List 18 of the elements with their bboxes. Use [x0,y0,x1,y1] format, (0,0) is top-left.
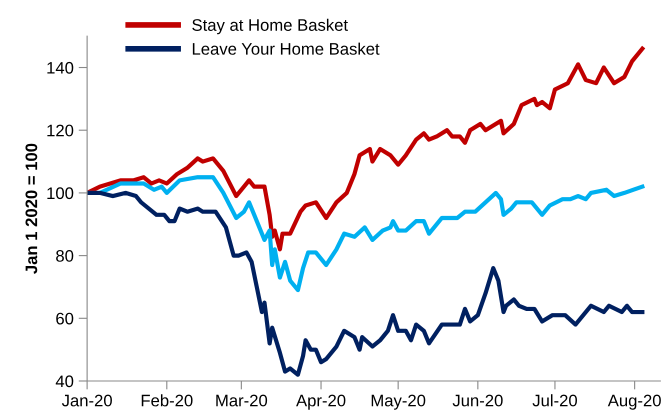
x-tick-label: Jan-20 [62,394,112,406]
x-tick-label: Mar-20 [216,394,268,406]
y-axis-title: Jan 1 2020 = 100 [25,144,38,274]
legend-label: Stay at Home Basket [192,18,348,34]
x-tick-label: Aug-20 [608,394,661,410]
x-tick-label: May-20 [372,394,426,410]
line-series [87,190,644,377]
legend-label: Leave Your Home Basket [192,42,380,55]
y-tick-label: 140 [47,62,74,74]
y-tick-label: 40 [56,375,74,388]
x-tick-label: Jul-20 [532,394,577,406]
x-tick-label: Apr-20 [296,394,346,410]
x-tick-label: Feb-20 [142,394,193,406]
y-tick-label: 60 [56,312,74,325]
x-tick-label: Jun-20 [452,394,503,406]
y-tick-label: 100 [47,187,74,200]
y-tick-label: 80 [56,250,74,262]
y-tick-label: 120 [47,124,74,136]
